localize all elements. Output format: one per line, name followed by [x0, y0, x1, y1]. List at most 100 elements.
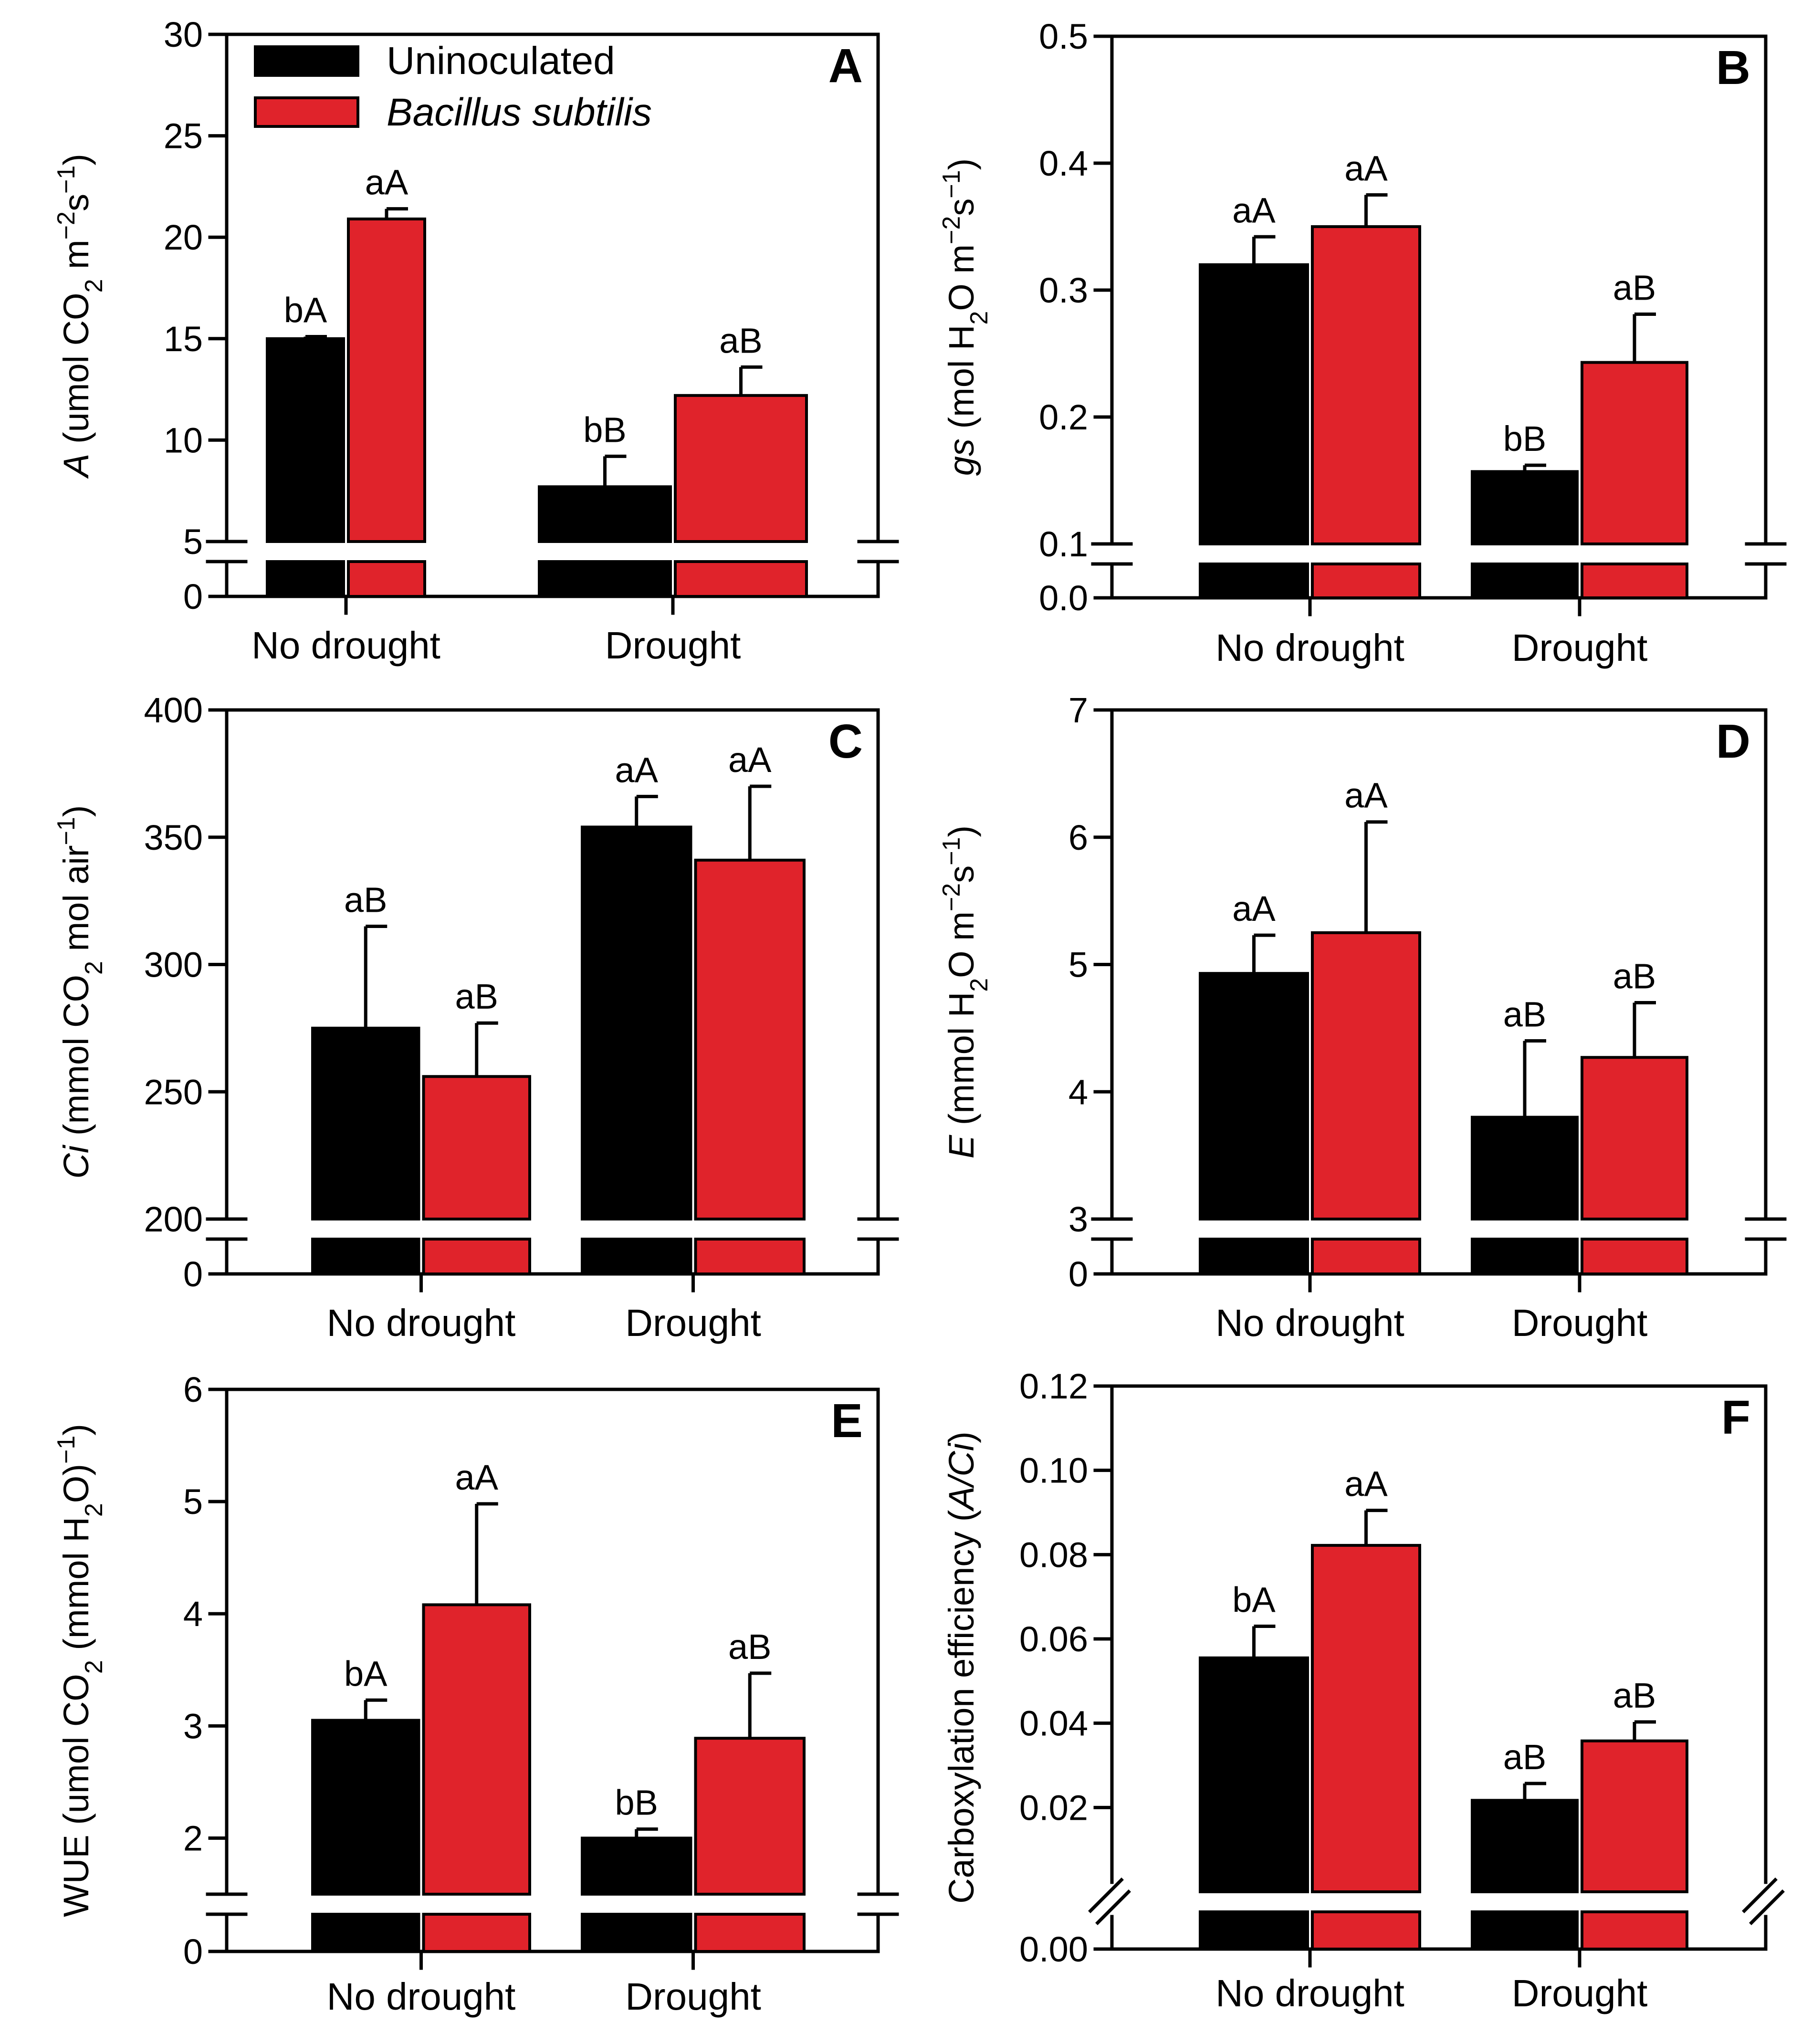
- y-tick-label: 3: [183, 1706, 203, 1746]
- significance-label: aB: [1613, 957, 1656, 996]
- significance-label: bA: [1232, 1580, 1276, 1620]
- bar-stub: [311, 1913, 420, 1953]
- bar: [1311, 1543, 1421, 1893]
- panel-letter: E: [831, 1394, 863, 1448]
- significance-label: aB: [1503, 995, 1547, 1034]
- y-tick-label: 30: [164, 15, 203, 54]
- significance-label: bB: [615, 1783, 658, 1823]
- y-tick-label: 250: [144, 1072, 203, 1112]
- bar: [1199, 1656, 1309, 1893]
- bar-stub: [694, 1238, 806, 1275]
- bar-stub: [1311, 563, 1421, 599]
- x-category-label: Drought: [1512, 1302, 1648, 1344]
- bar-stub: [674, 560, 808, 598]
- significance-label: aB: [1613, 268, 1656, 308]
- bar: [1581, 361, 1688, 545]
- bar-stub: [266, 560, 345, 598]
- y-tick-label: 15: [164, 319, 203, 359]
- panel-letter: A: [828, 39, 863, 93]
- y-tick-label-zero: 0: [183, 1932, 203, 1971]
- bar-stub: [422, 1913, 531, 1953]
- x-category-label: No drought: [251, 624, 440, 667]
- y-tick-label: 0.4: [1039, 144, 1088, 183]
- bar: [1311, 931, 1421, 1220]
- panel-F: 0.02 0.04 0.06 0.08 0.10 0.12 0.00 No drought Dr…: [942, 1366, 1785, 2014]
- panel-B: 0.1 0.2 0.3 0.4 0.5 0.0 No drought Drought aA bB a…: [938, 17, 1787, 669]
- panel-letter: B: [1716, 41, 1750, 94]
- y-tick-label: 5: [1068, 945, 1088, 985]
- x-category-label: Drought: [625, 1302, 761, 1344]
- significance-label: aB: [455, 977, 498, 1016]
- y-tick-label: 20: [164, 218, 203, 257]
- bar-stub: [1471, 563, 1579, 599]
- y-tick-label: 6: [1068, 818, 1088, 857]
- bar-stub: [1581, 1238, 1688, 1275]
- bar-stub: [1581, 563, 1688, 599]
- bar: [694, 858, 806, 1220]
- bar: [1471, 470, 1579, 545]
- significance-label: bB: [583, 410, 627, 449]
- y-tick-label-zero: 0.00: [1019, 1929, 1088, 1969]
- panel-letter: C: [828, 715, 863, 768]
- significance-label: aA: [615, 750, 658, 790]
- significance-label: aA: [365, 163, 408, 202]
- significance-label: aA: [1344, 149, 1388, 188]
- panel-A: 5 10 15 20 25 30 0 No drought Drought bA bB aA aB A A …: [52, 15, 899, 667]
- panel-D: 3 4 5 6 7 0 No drought Drought aA aB aA aB D E (mmol …: [938, 690, 1787, 1344]
- significance-label: aB: [728, 1627, 772, 1667]
- y-tick-label: 0.10: [1019, 1451, 1088, 1491]
- bar: [1581, 1739, 1688, 1893]
- y-tick-label: 0.2: [1039, 397, 1088, 437]
- significance-label: aA: [455, 1458, 498, 1497]
- bar: [538, 485, 672, 543]
- y-axis-title: Ci (mmol CO2 mol air−1): [52, 805, 108, 1178]
- significance-label: aA: [728, 740, 772, 780]
- panel-letter: D: [1716, 715, 1750, 768]
- significance-label: bB: [1503, 419, 1547, 459]
- y-tick-label: 0.06: [1019, 1619, 1088, 1659]
- significance-label: bA: [344, 1654, 388, 1693]
- bar-stub: [1199, 1238, 1309, 1275]
- bar: [266, 337, 345, 543]
- significance-label: aB: [1613, 1676, 1656, 1715]
- y-tick-label: 0.02: [1019, 1788, 1088, 1827]
- x-category-label: No drought: [327, 1302, 516, 1344]
- y-tick-label: 5: [183, 1482, 203, 1522]
- significance-label: aB: [344, 880, 388, 919]
- y-tick-label-zero: 0: [183, 1254, 203, 1294]
- bar: [347, 217, 426, 543]
- y-tick-label: 0.08: [1019, 1535, 1088, 1575]
- significance-label: aA: [1344, 1464, 1388, 1504]
- y-tick-label-zero: 0: [183, 577, 203, 616]
- legend-label-uninoculated: Uninoculated: [387, 39, 615, 83]
- y-tick-label: 0.1: [1039, 524, 1088, 564]
- y-tick-label: 0.12: [1019, 1366, 1088, 1406]
- bar: [581, 1836, 692, 1896]
- bar-stub: [1311, 1910, 1421, 1950]
- bar-stub: [1199, 1910, 1309, 1950]
- bar: [1581, 1056, 1688, 1221]
- y-tick-label: 6: [183, 1370, 203, 1409]
- bar-stub: [311, 1238, 420, 1275]
- y-axis-title: E (mmol H2O m−2s−1): [938, 825, 993, 1158]
- significance-label: bA: [284, 291, 327, 330]
- x-category-label: No drought: [1215, 626, 1404, 669]
- significance-label: aA: [1344, 776, 1388, 815]
- bar-stub: [422, 1238, 531, 1275]
- y-axis-title: A (umol CO2 m−2s−1): [52, 154, 108, 479]
- legend-label-bacillus: Bacillus subtilis: [387, 91, 652, 134]
- bar: [1471, 1799, 1579, 1893]
- significance-label: aB: [719, 321, 763, 360]
- y-tick-label: 4: [1068, 1072, 1088, 1112]
- y-tick-label: 2: [183, 1818, 203, 1858]
- x-category-label: Drought: [625, 1975, 761, 2018]
- y-tick-label: 350: [144, 818, 203, 857]
- bar: [1199, 263, 1309, 545]
- y-tick-label: 7: [1068, 690, 1088, 730]
- y-axis-title: WUE (umol CO2 (mmol H2O)−1): [52, 1424, 108, 1917]
- significance-label: aB: [1503, 1737, 1547, 1777]
- y-tick-label: 0.04: [1019, 1704, 1088, 1743]
- bar-stub: [581, 1238, 692, 1275]
- bar-stub: [1199, 563, 1309, 599]
- axis-break-mark-left-top: [1088, 1877, 1124, 1913]
